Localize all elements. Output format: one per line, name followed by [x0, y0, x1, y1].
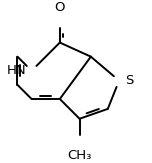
Text: CH₃: CH₃ [67, 149, 92, 162]
Text: HN: HN [6, 64, 26, 77]
Text: O: O [55, 1, 65, 14]
Text: S: S [125, 74, 133, 87]
